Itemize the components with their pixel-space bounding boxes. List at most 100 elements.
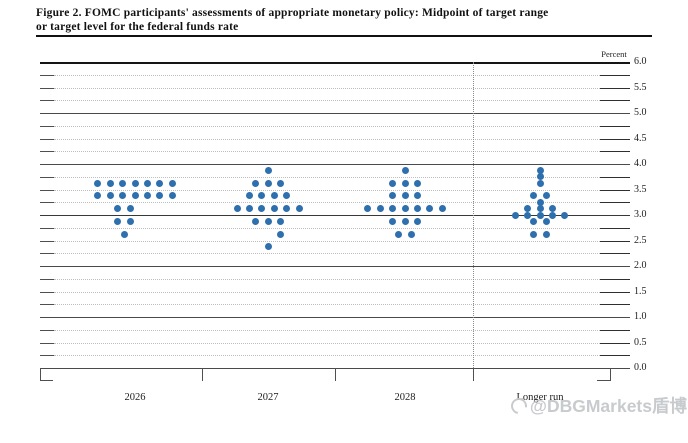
dot: [511, 211, 519, 219]
dot: [536, 179, 544, 187]
dot: [276, 179, 284, 187]
dot: [295, 205, 303, 213]
gridline: [54, 240, 600, 242]
gridline-left-tick: [40, 240, 54, 242]
gridline-right-tick: [600, 253, 630, 255]
gridline-right-tick: [600, 87, 630, 89]
bottom-tick: [610, 368, 612, 381]
dot: [276, 230, 284, 238]
gridline-right-tick: [600, 329, 630, 331]
watermark: @DBGMarkets盾博: [507, 393, 687, 418]
dot: [270, 192, 278, 200]
gridline-left-tick: [40, 355, 54, 357]
dot: [524, 205, 532, 213]
gridline-left-tick: [40, 138, 54, 140]
gridline-left-tick: [40, 74, 54, 76]
gridline-left-tick: [40, 278, 54, 280]
dot: [276, 217, 284, 225]
gridline: [54, 189, 600, 191]
gridline: [40, 317, 630, 318]
y-axis-label: 4.5: [634, 132, 647, 144]
bottom-tick: [40, 368, 42, 381]
gridline-right-tick: [600, 138, 630, 140]
y-axis-label: 3.0: [634, 209, 647, 220]
dot: [413, 179, 421, 187]
bottom-tick-foot: [40, 380, 53, 382]
dot: [283, 192, 291, 200]
dot: [548, 211, 556, 219]
dot: [106, 179, 114, 187]
x-axis-label-2026: 2026: [124, 392, 146, 403]
gridline-right-tick: [600, 74, 630, 76]
gridline-right-tick: [600, 100, 630, 102]
dot: [252, 179, 260, 187]
dot: [524, 211, 532, 219]
dot: [264, 217, 272, 225]
dot: [542, 217, 550, 225]
dot: [530, 230, 538, 238]
dot: [233, 205, 241, 213]
gridline: [54, 253, 600, 255]
gridline: [40, 215, 630, 216]
dot: [542, 230, 550, 238]
dot: [264, 243, 272, 251]
gridline: [54, 138, 600, 140]
gridline: [54, 304, 600, 306]
dot: [126, 217, 134, 225]
dot: [264, 179, 272, 187]
dot: [376, 205, 384, 213]
y-axis-label: 0.0: [634, 362, 647, 373]
dot: [143, 179, 151, 187]
dot: [143, 192, 151, 200]
dot: [389, 179, 397, 187]
dot: [264, 166, 272, 174]
gridline: [54, 227, 600, 229]
dot: [426, 205, 434, 213]
y-axis-label: 4.0: [634, 158, 647, 169]
dot: [364, 205, 372, 213]
gridline: [40, 62, 630, 64]
gridline-left-tick: [40, 304, 54, 306]
dot: [156, 179, 164, 187]
longer-run-separator: [473, 62, 474, 368]
dot: [536, 198, 544, 206]
gridline-right-tick: [600, 151, 630, 153]
dot: [114, 205, 122, 213]
dot: [126, 205, 134, 213]
gridline-right-tick: [600, 202, 630, 204]
y-axis-label: 6.0: [634, 56, 647, 67]
dot: [536, 205, 544, 213]
dot: [401, 192, 409, 200]
gridline: [54, 355, 600, 357]
gridline-left-tick: [40, 87, 54, 89]
dot: [245, 205, 253, 213]
y-axis-label: 5.0: [634, 107, 647, 118]
figure-title-line1: Figure 2. FOMC participants' assessments…: [36, 7, 549, 19]
y-axis-label: 2.0: [634, 260, 647, 271]
y-axis-label: 2.5: [634, 234, 647, 246]
y-axis-label: 1.5: [634, 285, 647, 297]
gridline: [54, 278, 600, 280]
watermark-text: @DBGMarkets盾博: [529, 396, 687, 416]
x-axis-label-longer-run: Longer run: [516, 392, 564, 403]
gridline: [54, 291, 600, 293]
dot: [395, 230, 403, 238]
dot: [94, 179, 102, 187]
dot: [401, 179, 409, 187]
gridline: [54, 342, 600, 344]
dot: [119, 192, 127, 200]
dot: [536, 173, 544, 181]
gridline: [54, 329, 600, 331]
dot: [438, 205, 446, 213]
gridline: [54, 202, 600, 204]
dot: [401, 217, 409, 225]
dot: [389, 205, 397, 213]
gridline-left-tick: [40, 342, 54, 344]
dot: [407, 230, 415, 238]
bottom-tick: [202, 368, 204, 381]
bottom-tick: [473, 368, 475, 381]
y-axis-label: 1.0: [634, 311, 647, 322]
figure-title-line2: or target level for the federal funds ra…: [36, 20, 239, 33]
dot: [270, 205, 278, 213]
dot: [94, 192, 102, 200]
